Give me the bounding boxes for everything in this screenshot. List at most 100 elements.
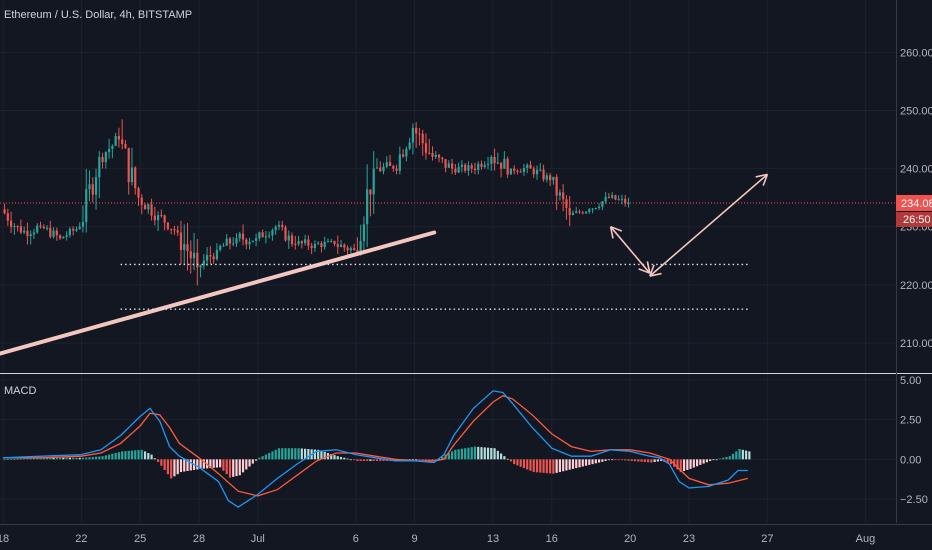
macd-histogram-bar (741, 449, 744, 460)
macd-histogram-bar (575, 459, 578, 469)
macd-histogram-bar (304, 448, 307, 460)
candle-body (245, 239, 248, 245)
macd-histogram-bar (199, 459, 202, 469)
candle-body (477, 163, 480, 170)
macd-histogram-bar (98, 456, 101, 460)
macd-histogram-bar (6, 459, 9, 461)
macd-histogram-bar (271, 451, 274, 460)
candle-body (366, 189, 369, 225)
macd-histogram-bar (571, 459, 575, 469)
macd-histogram-bar (509, 459, 513, 462)
macd-histogram-bar (656, 459, 660, 462)
macd-histogram-bar (738, 449, 741, 460)
candle-body (264, 236, 268, 238)
macd-histogram-bar (431, 459, 434, 461)
macd-histogram-bar (584, 459, 588, 466)
macd-y-tick-label: 2.50 (900, 415, 921, 427)
macd-title: MACD (4, 385, 37, 397)
macd-histogram-bar (643, 459, 646, 462)
macd-histogram-bar (483, 447, 486, 460)
macd-histogram-bar (731, 453, 735, 460)
macd-histogram-bar (179, 459, 183, 473)
candle-body (500, 162, 503, 169)
macd-histogram-bar (39, 457, 42, 460)
candle-body (568, 207, 571, 216)
macd-histogram-bar (467, 447, 470, 460)
macd-histogram-bar (712, 459, 715, 461)
macd-histogram-bar (496, 450, 499, 460)
candle-body (493, 156, 496, 164)
candle-body (584, 211, 588, 214)
candle-body (408, 142, 411, 149)
candle-body (460, 164, 464, 167)
macd-histogram-bar (189, 459, 192, 471)
macd-histogram-bar (127, 450, 130, 460)
grid-lines (0, 0, 896, 523)
candle-body (248, 241, 251, 245)
macd-histogram-bar (121, 451, 124, 460)
macd-histogram-bar (94, 456, 98, 460)
candle-body (578, 211, 581, 213)
candle-body (45, 227, 49, 229)
trendline (0, 230, 437, 356)
candle-body (473, 168, 477, 170)
price-pane[interactable] (0, 119, 896, 369)
candle-body (444, 159, 447, 168)
candle-body (183, 244, 186, 250)
macd-histogram-bar (647, 459, 650, 463)
candle-body (620, 198, 624, 200)
macd-histogram-bar (640, 459, 643, 462)
macd-histogram-bar (202, 459, 205, 469)
macd-histogram-bar (330, 454, 333, 460)
macd-histogram-bar (506, 458, 509, 460)
candle-body (382, 166, 385, 172)
macd-pane[interactable] (2, 390, 751, 508)
candle-body (516, 170, 519, 172)
macd-histogram-bar (183, 459, 186, 472)
candle-body (157, 215, 160, 221)
candle-body (506, 158, 509, 175)
macd-histogram-bar (614, 459, 617, 461)
macd-histogram-bar (555, 459, 558, 473)
macd-histogram-bar (235, 459, 238, 477)
candle-body (94, 177, 98, 195)
macd-histogram-bar (630, 459, 633, 461)
macd-histogram-bar (3, 459, 6, 461)
macd-histogram-bar (464, 448, 467, 460)
macd-histogram-bar (45, 457, 49, 460)
candle-body (552, 176, 555, 181)
macd-histogram-bar (333, 455, 336, 460)
candle-body (392, 165, 395, 169)
macd-histogram-bar (75, 457, 78, 460)
macd-histogram-bar (627, 459, 630, 461)
candle-body (464, 164, 467, 171)
macd-histogram-bar (633, 459, 637, 462)
macd-histogram-bar (261, 456, 264, 460)
candle-body (290, 235, 294, 244)
candle-body (490, 156, 493, 164)
macd-histogram-bar (91, 456, 94, 460)
macd-histogram-bar (624, 459, 627, 461)
macd-histogram-bar (372, 459, 375, 461)
macd-histogram-bar (490, 447, 493, 460)
candle-body (598, 206, 601, 209)
candle-body (388, 162, 392, 166)
macd-histogram-bar (362, 459, 366, 461)
macd-histogram-bar (686, 459, 689, 470)
macd-histogram-bar (513, 459, 516, 465)
macd-histogram-bar (673, 459, 676, 467)
candle-body (258, 232, 261, 239)
candle-body (369, 189, 372, 195)
macd-histogram-bar (307, 449, 310, 460)
candle-body (212, 256, 215, 260)
candle-body (277, 224, 281, 227)
candle-body (532, 168, 535, 175)
candle-body (189, 251, 192, 259)
macd-histogram-bar (264, 454, 268, 460)
macd-histogram-bar (598, 459, 601, 463)
candle-body (29, 234, 32, 237)
candle-body (134, 167, 137, 189)
macd-histogram-bar (660, 459, 663, 461)
